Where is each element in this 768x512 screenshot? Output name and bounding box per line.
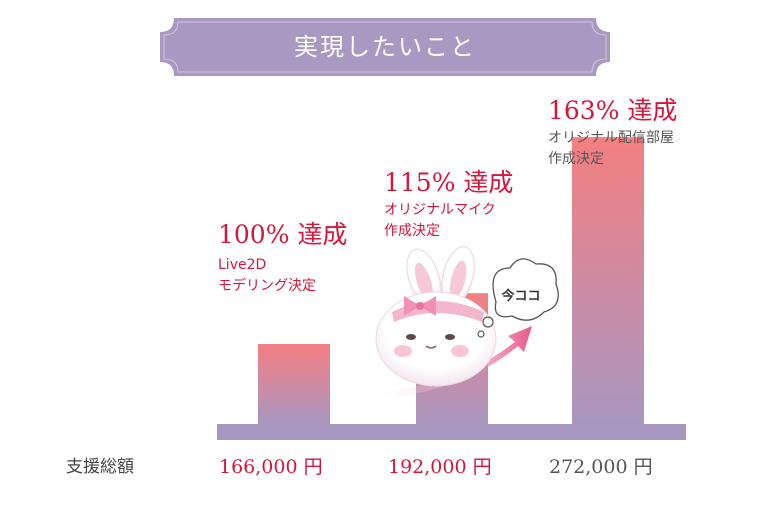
milestone-3-note-line-2: 作成決定 (548, 151, 604, 167)
banner-inner-line (163, 21, 607, 73)
milestone-1: 100% 達成 Live2D モデリング決定 (218, 220, 347, 297)
milestone-3: 163% 達成 オリジナル配信部屋 作成決定 (548, 96, 677, 170)
bunny-mascot-icon (375, 246, 497, 387)
milestone-1-percent: 100% 達成 (218, 220, 348, 249)
amount-label-1: 166,000 円 (219, 456, 323, 478)
speech-bubble (477, 258, 559, 338)
milestone-2-percent: 115% 達成 (384, 168, 514, 197)
bar-3 (572, 137, 644, 425)
chart-baseline (217, 424, 686, 440)
title-banner (160, 18, 610, 76)
banner-shape (160, 18, 610, 76)
milestone-1-note-line-1: Live2D (218, 257, 267, 273)
milestone-2-note-line-2: 作成決定 (384, 223, 440, 239)
amount-label-2: 192,000 円 (388, 456, 492, 478)
total-support-label: 支援総額 (66, 457, 134, 477)
milestone-1-note-line-2: モデリング決定 (218, 278, 316, 294)
amount-label-3: 272,000 円 (549, 456, 653, 478)
page-title: 実現したいこと (294, 33, 476, 61)
milestone-3-note-line-1: オリジナル配信部屋 (548, 130, 674, 146)
milestone-2-note-line-1: オリジナルマイク (384, 202, 496, 218)
milestone-3-percent: 163% 達成 (548, 96, 678, 125)
bar-1 (258, 343, 330, 424)
milestone-2: 115% 達成 オリジナルマイク 作成決定 (384, 168, 513, 242)
current-position-label: 今ココ (501, 289, 541, 304)
